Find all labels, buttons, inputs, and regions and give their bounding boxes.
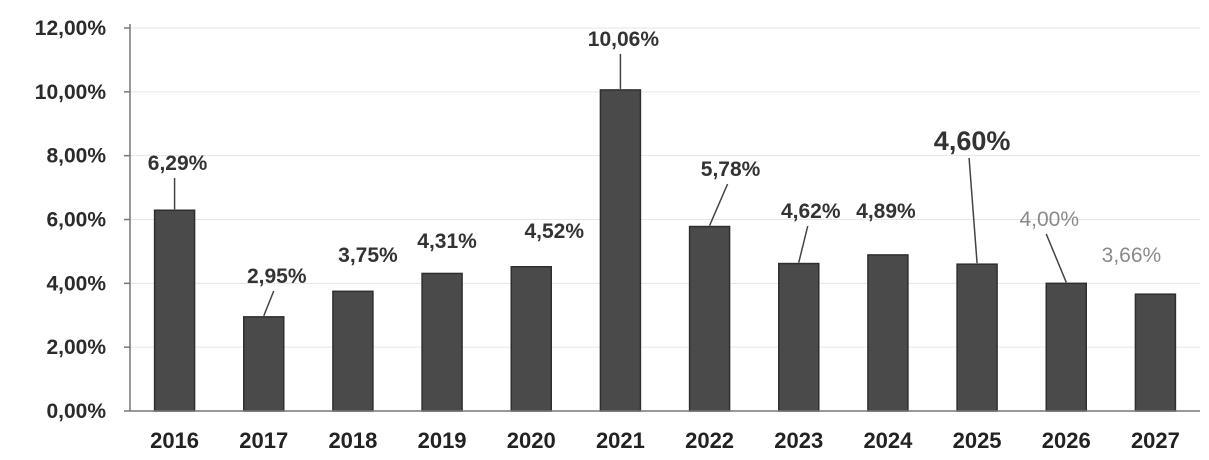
data-label: 6,29% (148, 152, 208, 175)
bar-2023 (778, 262, 820, 412)
data-label: 4,52% (524, 220, 584, 243)
label-leader-line (263, 290, 275, 317)
label-leader-line (708, 183, 729, 226)
x-tick-label: 2020 (507, 428, 556, 453)
data-label: 3,75% (338, 244, 398, 267)
data-label: 10,06% (588, 28, 660, 51)
bar-2025 (956, 263, 998, 412)
y-tick-label: 2,00% (46, 336, 106, 359)
x-tick-label: 2023 (774, 428, 823, 453)
data-label: 4,00% (1019, 208, 1079, 231)
label-leader-line (798, 225, 809, 263)
x-tick-label: 2017 (239, 428, 288, 453)
y-tick-label: 0,00% (46, 400, 106, 423)
bar-2016 (153, 209, 196, 412)
y-tick-label: 6,00% (46, 209, 106, 232)
x-tick-label: 2027 (1131, 428, 1180, 453)
y-tick-label: 4,00% (46, 272, 106, 295)
bar-2027 (1134, 293, 1177, 412)
x-tick-label: 2021 (596, 428, 645, 453)
x-tick-label: 2022 (685, 428, 734, 453)
bar-2019 (421, 272, 463, 412)
data-labels: 6,29% 2,95% 3,75% 4,31% 4,52% 10,06% 5,78% 4,62… (148, 28, 1161, 288)
y-tick-label: 10,00% (35, 81, 107, 104)
x-tick-label: 2025 (953, 428, 1002, 453)
x-tick-label: 2024 (863, 428, 913, 453)
bar-2020 (510, 265, 552, 412)
bar-2022 (688, 225, 731, 412)
data-label: 4,62% (781, 200, 841, 223)
gridlines (124, 27, 1200, 412)
data-label: 5,78% (701, 158, 761, 181)
x-tick-label: 2016 (150, 428, 199, 453)
label-leaders (173, 54, 1067, 317)
bar-2026 (1045, 282, 1087, 412)
x-tick-label: 2026 (1042, 428, 1091, 453)
data-label: 3,66% (1102, 244, 1162, 267)
bar-2021 (599, 89, 642, 412)
y-tick-label: 8,00% (46, 145, 106, 168)
bars (153, 89, 1177, 412)
x-tick-label: 2018 (328, 428, 377, 453)
y-tick-label: 12,00% (35, 17, 107, 40)
x-tick-labels: 2016 2017 2018 2019 2020 2021 2022 2023 2024 2025… (150, 428, 1180, 453)
data-label: 4,89% (856, 200, 916, 223)
bar-2018 (332, 290, 374, 412)
bar-2017 (243, 316, 285, 412)
y-tick-labels: 0,00% 2,00% 4,00% 6,00% 8,00% 10,00% 12,00% (35, 17, 107, 423)
data-label: 4,31% (417, 230, 477, 253)
label-leader-line (968, 157, 978, 264)
data-label: 2,95% (247, 265, 307, 288)
bar-2024 (867, 254, 909, 412)
label-leader-line (1045, 233, 1067, 283)
x-tick-label: 2019 (418, 428, 467, 453)
data-label: 4,60% (934, 126, 1011, 156)
